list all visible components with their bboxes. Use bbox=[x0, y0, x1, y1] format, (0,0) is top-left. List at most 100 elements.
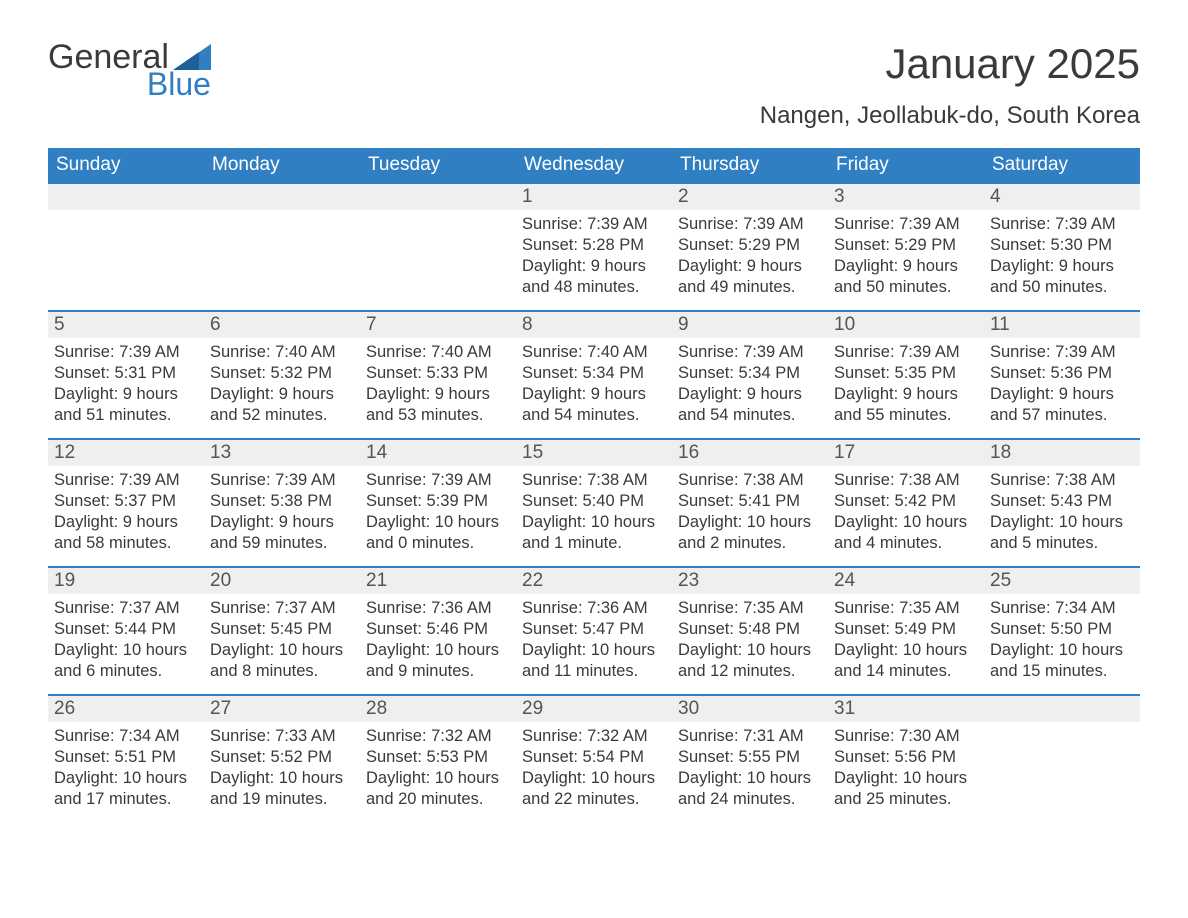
sunrise-line: Sunrise: 7:36 AM bbox=[522, 598, 666, 619]
daylight-line-1: Daylight: 10 hours bbox=[210, 640, 354, 661]
day-body: Sunrise: 7:38 AMSunset: 5:43 PMDaylight:… bbox=[984, 466, 1140, 560]
sunrise-line: Sunrise: 7:39 AM bbox=[834, 214, 978, 235]
sunset-line: Sunset: 5:49 PM bbox=[834, 619, 978, 640]
day-number: 26 bbox=[48, 696, 204, 722]
weekday-header: Wednesday bbox=[516, 148, 672, 183]
daylight-line-2: and 2 minutes. bbox=[678, 533, 822, 554]
calendar-day: 4Sunrise: 7:39 AMSunset: 5:30 PMDaylight… bbox=[984, 183, 1140, 311]
calendar-day: 27Sunrise: 7:33 AMSunset: 5:52 PMDayligh… bbox=[204, 695, 360, 823]
daylight-line-2: and 8 minutes. bbox=[210, 661, 354, 682]
day-body: Sunrise: 7:33 AMSunset: 5:52 PMDaylight:… bbox=[204, 722, 360, 816]
daylight-line-2: and 20 minutes. bbox=[366, 789, 510, 810]
sunrise-line: Sunrise: 7:38 AM bbox=[678, 470, 822, 491]
calendar-day: 3Sunrise: 7:39 AMSunset: 5:29 PMDaylight… bbox=[828, 183, 984, 311]
calendar-day: 25Sunrise: 7:34 AMSunset: 5:50 PMDayligh… bbox=[984, 567, 1140, 695]
sunrise-line: Sunrise: 7:39 AM bbox=[54, 342, 198, 363]
day-number: 30 bbox=[672, 696, 828, 722]
calendar-day: 13Sunrise: 7:39 AMSunset: 5:38 PMDayligh… bbox=[204, 439, 360, 567]
day-number: 7 bbox=[360, 312, 516, 338]
day-body: Sunrise: 7:38 AMSunset: 5:40 PMDaylight:… bbox=[516, 466, 672, 560]
calendar-day: 28Sunrise: 7:32 AMSunset: 5:53 PMDayligh… bbox=[360, 695, 516, 823]
sunrise-line: Sunrise: 7:36 AM bbox=[366, 598, 510, 619]
calendar-day: 6Sunrise: 7:40 AMSunset: 5:32 PMDaylight… bbox=[204, 311, 360, 439]
day-number: 8 bbox=[516, 312, 672, 338]
sunrise-line: Sunrise: 7:39 AM bbox=[366, 470, 510, 491]
day-body: Sunrise: 7:39 AMSunset: 5:38 PMDaylight:… bbox=[204, 466, 360, 560]
daylight-line-1: Daylight: 10 hours bbox=[210, 768, 354, 789]
day-body: Sunrise: 7:36 AMSunset: 5:46 PMDaylight:… bbox=[360, 594, 516, 688]
calendar-day: 23Sunrise: 7:35 AMSunset: 5:48 PMDayligh… bbox=[672, 567, 828, 695]
weekday-header: Friday bbox=[828, 148, 984, 183]
weekday-header: Tuesday bbox=[360, 148, 516, 183]
calendar-day-empty bbox=[48, 183, 204, 311]
daylight-line-2: and 48 minutes. bbox=[522, 277, 666, 298]
sunrise-line: Sunrise: 7:40 AM bbox=[522, 342, 666, 363]
day-number: 31 bbox=[828, 696, 984, 722]
day-number: 13 bbox=[204, 440, 360, 466]
day-number bbox=[984, 696, 1140, 722]
daylight-line-2: and 9 minutes. bbox=[366, 661, 510, 682]
sunset-line: Sunset: 5:37 PM bbox=[54, 491, 198, 512]
day-body: Sunrise: 7:39 AMSunset: 5:34 PMDaylight:… bbox=[672, 338, 828, 432]
weekday-header: Thursday bbox=[672, 148, 828, 183]
day-body: Sunrise: 7:39 AMSunset: 5:30 PMDaylight:… bbox=[984, 210, 1140, 304]
sunrise-line: Sunrise: 7:34 AM bbox=[54, 726, 198, 747]
calendar-day-empty bbox=[360, 183, 516, 311]
daylight-line-1: Daylight: 10 hours bbox=[678, 512, 822, 533]
sunrise-line: Sunrise: 7:39 AM bbox=[834, 342, 978, 363]
sunrise-line: Sunrise: 7:40 AM bbox=[366, 342, 510, 363]
daylight-line-1: Daylight: 10 hours bbox=[834, 768, 978, 789]
day-body: Sunrise: 7:36 AMSunset: 5:47 PMDaylight:… bbox=[516, 594, 672, 688]
calendar-day: 17Sunrise: 7:38 AMSunset: 5:42 PMDayligh… bbox=[828, 439, 984, 567]
sunset-line: Sunset: 5:39 PM bbox=[366, 491, 510, 512]
daylight-line-2: and 25 minutes. bbox=[834, 789, 978, 810]
day-body: Sunrise: 7:40 AMSunset: 5:33 PMDaylight:… bbox=[360, 338, 516, 432]
daylight-line-1: Daylight: 10 hours bbox=[990, 512, 1134, 533]
daylight-line-2: and 22 minutes. bbox=[522, 789, 666, 810]
sunrise-line: Sunrise: 7:39 AM bbox=[990, 342, 1134, 363]
day-body: Sunrise: 7:40 AMSunset: 5:34 PMDaylight:… bbox=[516, 338, 672, 432]
sunrise-line: Sunrise: 7:39 AM bbox=[678, 342, 822, 363]
day-body: Sunrise: 7:39 AMSunset: 5:28 PMDaylight:… bbox=[516, 210, 672, 304]
daylight-line-1: Daylight: 9 hours bbox=[990, 256, 1134, 277]
sunset-line: Sunset: 5:48 PM bbox=[678, 619, 822, 640]
daylight-line-2: and 17 minutes. bbox=[54, 789, 198, 810]
day-body bbox=[984, 722, 1140, 802]
daylight-line-1: Daylight: 9 hours bbox=[990, 384, 1134, 405]
sunset-line: Sunset: 5:47 PM bbox=[522, 619, 666, 640]
daylight-line-2: and 0 minutes. bbox=[366, 533, 510, 554]
sunrise-line: Sunrise: 7:35 AM bbox=[834, 598, 978, 619]
daylight-line-2: and 50 minutes. bbox=[834, 277, 978, 298]
calendar-day: 29Sunrise: 7:32 AMSunset: 5:54 PMDayligh… bbox=[516, 695, 672, 823]
sunset-line: Sunset: 5:43 PM bbox=[990, 491, 1134, 512]
day-number: 20 bbox=[204, 568, 360, 594]
daylight-line-1: Daylight: 9 hours bbox=[54, 384, 198, 405]
daylight-line-1: Daylight: 9 hours bbox=[522, 256, 666, 277]
day-body: Sunrise: 7:37 AMSunset: 5:44 PMDaylight:… bbox=[48, 594, 204, 688]
day-body: Sunrise: 7:39 AMSunset: 5:29 PMDaylight:… bbox=[828, 210, 984, 304]
day-number: 28 bbox=[360, 696, 516, 722]
daylight-line-2: and 52 minutes. bbox=[210, 405, 354, 426]
daylight-line-2: and 1 minute. bbox=[522, 533, 666, 554]
day-number: 17 bbox=[828, 440, 984, 466]
calendar-day: 26Sunrise: 7:34 AMSunset: 5:51 PMDayligh… bbox=[48, 695, 204, 823]
sunrise-line: Sunrise: 7:31 AM bbox=[678, 726, 822, 747]
sunrise-line: Sunrise: 7:35 AM bbox=[678, 598, 822, 619]
sunrise-line: Sunrise: 7:38 AM bbox=[990, 470, 1134, 491]
day-body: Sunrise: 7:37 AMSunset: 5:45 PMDaylight:… bbox=[204, 594, 360, 688]
day-body: Sunrise: 7:39 AMSunset: 5:36 PMDaylight:… bbox=[984, 338, 1140, 432]
sunrise-line: Sunrise: 7:39 AM bbox=[990, 214, 1134, 235]
day-number: 12 bbox=[48, 440, 204, 466]
calendar-day: 21Sunrise: 7:36 AMSunset: 5:46 PMDayligh… bbox=[360, 567, 516, 695]
daylight-line-1: Daylight: 10 hours bbox=[990, 640, 1134, 661]
sunrise-line: Sunrise: 7:37 AM bbox=[210, 598, 354, 619]
daylight-line-1: Daylight: 10 hours bbox=[678, 768, 822, 789]
sunset-line: Sunset: 5:29 PM bbox=[678, 235, 822, 256]
day-number: 22 bbox=[516, 568, 672, 594]
day-body: Sunrise: 7:39 AMSunset: 5:39 PMDaylight:… bbox=[360, 466, 516, 560]
sunrise-line: Sunrise: 7:32 AM bbox=[366, 726, 510, 747]
day-body: Sunrise: 7:38 AMSunset: 5:41 PMDaylight:… bbox=[672, 466, 828, 560]
day-number: 14 bbox=[360, 440, 516, 466]
calendar-day: 22Sunrise: 7:36 AMSunset: 5:47 PMDayligh… bbox=[516, 567, 672, 695]
daylight-line-2: and 54 minutes. bbox=[522, 405, 666, 426]
